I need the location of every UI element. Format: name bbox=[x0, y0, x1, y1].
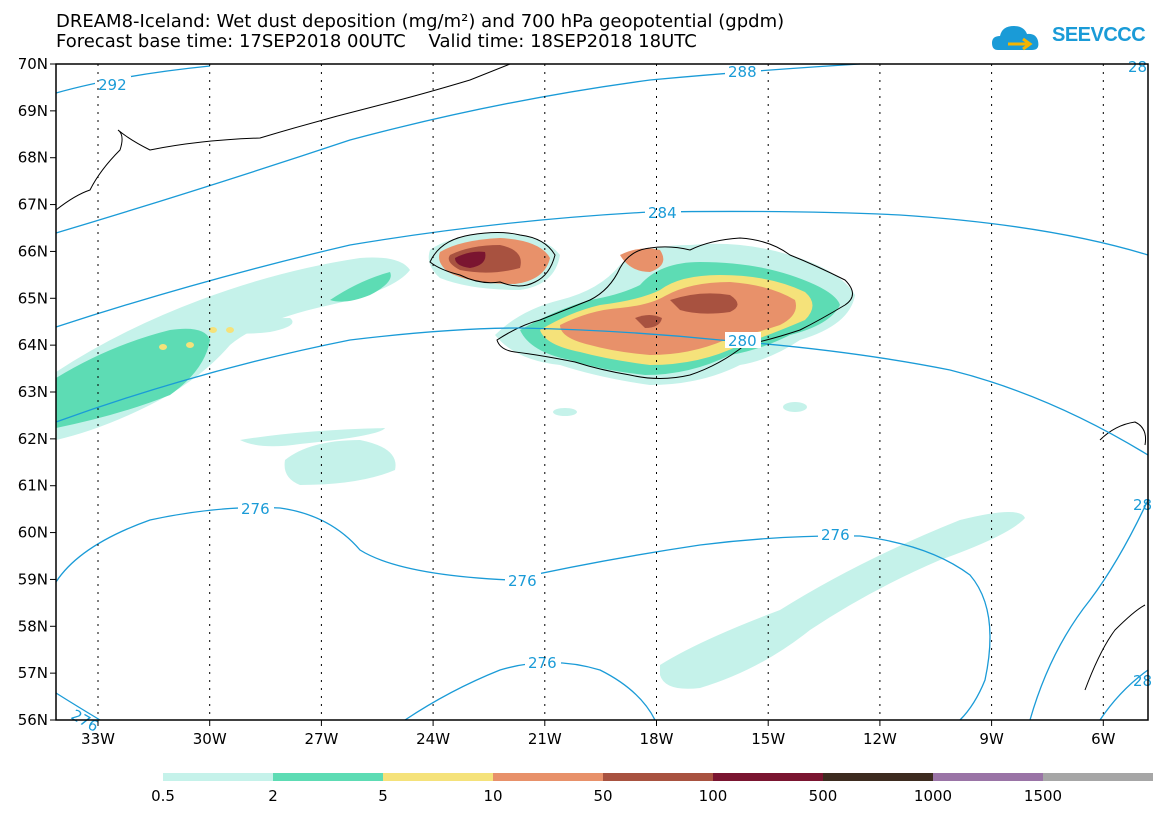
contour-label-28-top: 28 bbox=[1128, 58, 1147, 76]
legend-label: 5 bbox=[378, 787, 388, 805]
legend-swatch bbox=[713, 773, 823, 781]
lat-label: 63N bbox=[18, 383, 48, 401]
lon-label: 18W bbox=[640, 730, 674, 748]
contour-label-276-a: 276 bbox=[241, 500, 270, 518]
legend-label: 1000 bbox=[914, 787, 952, 805]
lat-label: 68N bbox=[18, 149, 48, 167]
legend-swatch bbox=[823, 773, 933, 781]
contour-label-292: 292 bbox=[98, 76, 127, 94]
lat-label: 62N bbox=[18, 430, 48, 448]
lat-label: 65N bbox=[18, 289, 48, 307]
contour-label-288: 288 bbox=[728, 63, 757, 81]
legend-swatch bbox=[493, 773, 603, 781]
legend-label: 1500 bbox=[1024, 787, 1062, 805]
legend-label: 10 bbox=[483, 787, 502, 805]
logo-text: SEEVCCC bbox=[1052, 24, 1146, 46]
lon-label: 12W bbox=[863, 730, 897, 748]
legend-swatch bbox=[1043, 773, 1153, 781]
lon-label: 27W bbox=[304, 730, 338, 748]
contour-label-28-bottom: 28 bbox=[1133, 672, 1152, 690]
color-legend: 0.5 2 5 10 50 100 500 1000 1500 bbox=[151, 773, 1153, 805]
legend-swatch bbox=[273, 773, 383, 781]
legend-label: 0.5 bbox=[151, 787, 175, 805]
contour-label-276-b: 276 bbox=[508, 572, 537, 590]
lon-label: 30W bbox=[193, 730, 227, 748]
lon-label: 24W bbox=[416, 730, 450, 748]
contour-label-284: 284 bbox=[648, 204, 677, 222]
lon-label: 21W bbox=[528, 730, 562, 748]
lat-label: 70N bbox=[18, 55, 48, 73]
legend-swatch bbox=[933, 773, 1043, 781]
legend-label: 50 bbox=[593, 787, 612, 805]
contour-label-276-d: 276 bbox=[528, 654, 557, 672]
lon-label: 33W bbox=[81, 730, 115, 748]
lon-label: 9W bbox=[979, 730, 1004, 748]
lat-label: 67N bbox=[18, 196, 48, 214]
lat-label: 56N bbox=[18, 711, 48, 729]
contour-label-280: 280 bbox=[728, 332, 757, 350]
lon-label: 6W bbox=[1091, 730, 1116, 748]
meridian-gridlines bbox=[97, 64, 1104, 720]
lat-label: 66N bbox=[18, 242, 48, 260]
lat-label: 58N bbox=[18, 617, 48, 635]
legend-label: 500 bbox=[809, 787, 838, 805]
legend-label: 100 bbox=[699, 787, 728, 805]
lat-label: 57N bbox=[18, 664, 48, 682]
plot-area bbox=[56, 64, 1148, 720]
lat-label: 61N bbox=[18, 477, 48, 495]
map-title: DREAM8-Iceland: Wet dust deposition (mg/… bbox=[56, 11, 785, 32]
lat-label: 69N bbox=[18, 102, 48, 120]
legend-swatch bbox=[603, 773, 713, 781]
legend-swatch bbox=[383, 773, 493, 781]
latitude-axis: 70N 69N 68N 67N 66N 65N 64N 63N 62N 61N 60N 59N 58N 5… bbox=[18, 55, 56, 729]
cloud-logo-icon bbox=[992, 26, 1039, 51]
map-subtitle: Forecast base time: 17SEP2018 00UTC Vali… bbox=[56, 31, 697, 52]
contour-label-276-c: 276 bbox=[821, 526, 850, 544]
lat-label: 59N bbox=[18, 570, 48, 588]
legend-swatch bbox=[163, 773, 273, 781]
lat-label: 60N bbox=[18, 524, 48, 542]
contour-label-28-right: 28 bbox=[1133, 496, 1152, 514]
lon-label: 15W bbox=[751, 730, 785, 748]
longitude-axis: 33W 30W 27W 24W 21W 18W 15W 12W 9W 6W bbox=[81, 720, 1116, 748]
lat-label: 64N bbox=[18, 336, 48, 354]
legend-label: 2 bbox=[268, 787, 278, 805]
